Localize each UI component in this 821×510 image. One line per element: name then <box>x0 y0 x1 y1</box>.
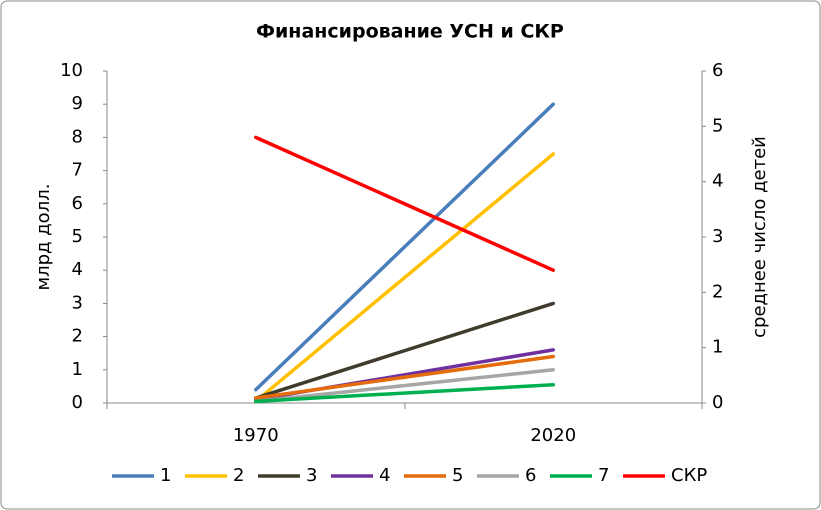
series-line <box>254 102 555 392</box>
y2-tick-label: 1 <box>712 337 723 358</box>
legend-label: 6 <box>525 465 536 486</box>
y-tick-label: 8 <box>72 126 83 147</box>
x-tick-label: 1970 <box>233 425 279 446</box>
series-line <box>254 354 555 400</box>
y2-tick-label: 3 <box>712 226 723 247</box>
y-tick-label: 2 <box>72 326 83 347</box>
y-axis-title: млрд долл. <box>33 184 54 291</box>
y-tick-label: 0 <box>72 392 83 413</box>
legend-label: 7 <box>598 465 609 486</box>
series-line <box>254 382 555 404</box>
series-line <box>254 135 555 272</box>
y-tick-label: 4 <box>72 259 83 280</box>
y2-tick-label: 2 <box>712 281 723 302</box>
y-tick-label: 3 <box>72 292 83 313</box>
y2-tick-label: 4 <box>712 171 723 192</box>
y2-tick-label: 6 <box>712 60 723 81</box>
legend-label: 4 <box>379 465 390 486</box>
y-tick-label: 5 <box>72 226 83 247</box>
chart-title: Финансирование УСН и СКР <box>256 21 564 43</box>
legend-label: 5 <box>452 465 463 486</box>
x-tick-label: 2020 <box>530 425 576 446</box>
legend-label: 2 <box>233 465 244 486</box>
y-tick-label: 7 <box>72 160 83 181</box>
y-tick-label: 6 <box>72 193 83 214</box>
legend-label: 1 <box>160 465 171 486</box>
series-line <box>254 368 555 404</box>
y2-axis-title: среднее число детей <box>749 136 770 338</box>
series-line <box>254 152 555 404</box>
y-tick-label: 10 <box>60 60 83 81</box>
legend-label: СКР <box>671 465 707 486</box>
series-line <box>254 301 555 400</box>
y2-tick-label: 5 <box>712 115 723 136</box>
y2-tick-label: 0 <box>712 392 723 413</box>
y-tick-label: 1 <box>72 359 83 380</box>
legend-label: 3 <box>306 465 317 486</box>
y-tick-label: 9 <box>72 93 83 114</box>
